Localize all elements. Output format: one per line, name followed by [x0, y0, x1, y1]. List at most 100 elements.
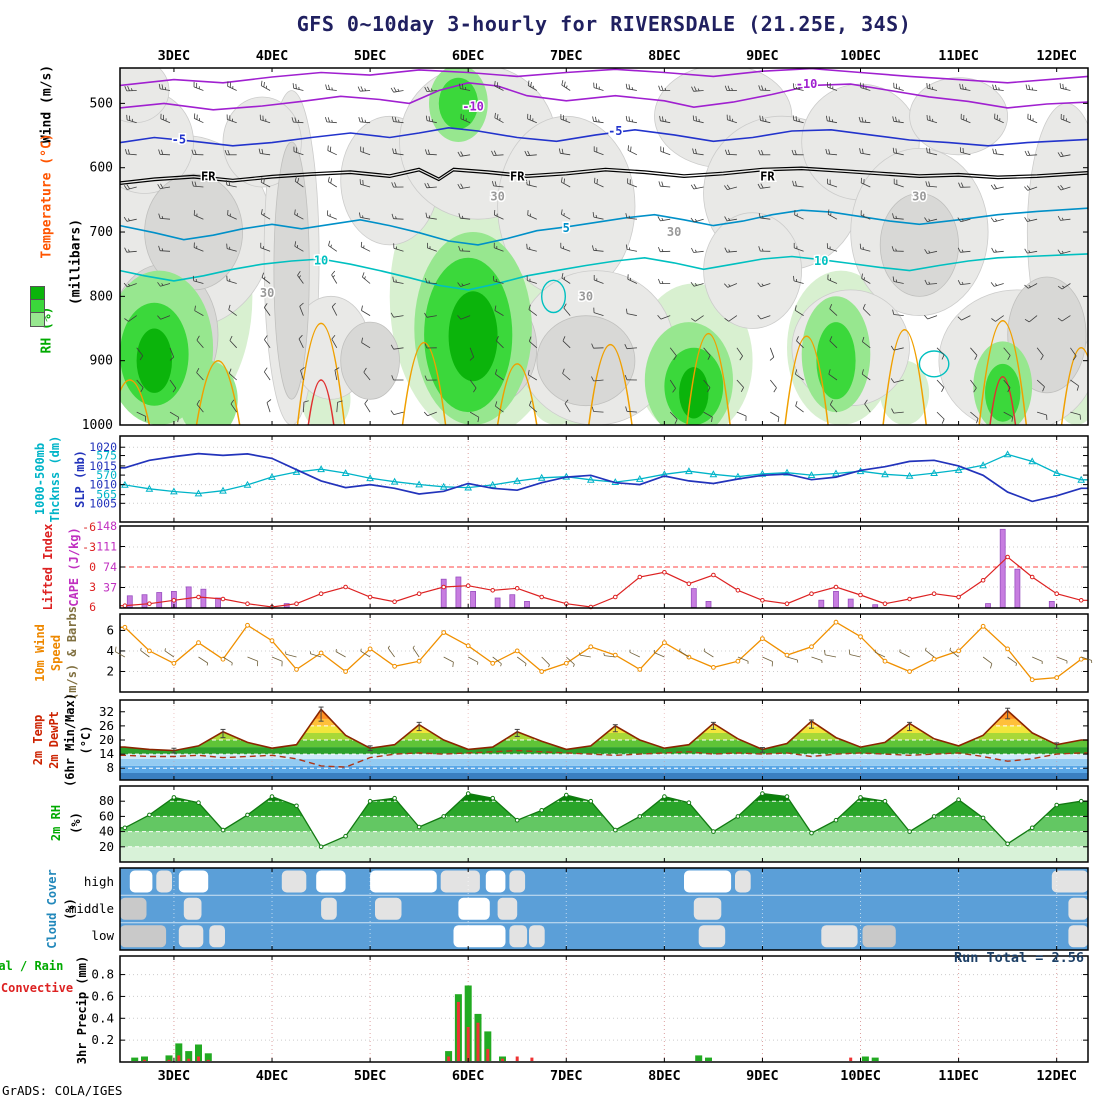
svg-text:8DEC: 8DEC [648, 48, 681, 64]
panel-slp-thickness: 1020 1015 1010 1005 575 570 565 [89, 435, 1089, 523]
axis-label: (6hr Min/Max) [63, 693, 77, 787]
svg-text:10: 10 [814, 254, 828, 268]
svg-text:0.6: 0.6 [91, 988, 114, 1003]
axis-label: (m/s) & Barbs [65, 606, 79, 700]
svg-text:10DEC: 10DEC [840, 48, 881, 64]
svg-text:30: 30 [490, 190, 504, 204]
svg-text:high: high [84, 874, 114, 889]
svg-text:10: 10 [314, 253, 328, 267]
svg-text:3DEC: 3DEC [158, 48, 191, 64]
svg-text:9DEC: 9DEC [746, 48, 779, 64]
svg-text:0.8: 0.8 [91, 967, 114, 982]
svg-text:30: 30 [260, 286, 274, 300]
wind-barbs-upper [123, 80, 1081, 424]
svg-text:1010: 1010 [89, 478, 117, 492]
grads-credit: GrADS: COLA/IGES [2, 1083, 123, 1098]
axis-label: 1000-500mb [33, 442, 47, 516]
svg-text:4DEC: 4DEC [256, 48, 289, 64]
svg-text:60: 60 [99, 808, 114, 823]
svg-text:26: 26 [99, 718, 114, 733]
axis-label: 10m Wind [33, 624, 47, 682]
axis-label: Wind (m/s) [39, 64, 55, 144]
svg-text:111: 111 [96, 540, 117, 554]
panel-pressure-level [120, 68, 1088, 425]
svg-text:3: 3 [89, 580, 96, 594]
svg-text:11DEC: 11DEC [938, 1068, 979, 1084]
svg-text:575: 575 [96, 449, 117, 463]
svg-text:1005: 1005 [89, 496, 117, 510]
svg-text:-10: -10 [796, 77, 818, 91]
axis-label: Temperature (°C) [39, 133, 55, 259]
axis-label: (millibars) [68, 218, 84, 306]
svg-text:6DEC: 6DEC [452, 1068, 485, 1084]
svg-text:6: 6 [106, 622, 114, 637]
svg-text:0.4: 0.4 [91, 1010, 114, 1025]
svg-text:32: 32 [99, 704, 114, 719]
svg-text:570: 570 [96, 468, 117, 482]
svg-text:7DEC: 7DEC [550, 1068, 583, 1084]
svg-text:30: 30 [912, 190, 926, 204]
svg-text:12DEC: 12DEC [1036, 1068, 1077, 1084]
svg-text:20: 20 [99, 732, 114, 747]
svg-text:5DEC: 5DEC [354, 48, 387, 64]
svg-text:600: 600 [90, 161, 113, 176]
svg-text:900: 900 [90, 354, 113, 369]
panel-wind10m: 6 4 2 [106, 613, 1089, 693]
svg-text:6: 6 [89, 600, 96, 614]
axis-label: 2m DewPt [47, 711, 61, 769]
axis-label: 3hr Precip (mm) [75, 955, 89, 1065]
axis-label: (%) [69, 812, 83, 834]
svg-text:565: 565 [96, 488, 117, 502]
svg-text:148: 148 [96, 519, 117, 533]
axis-label: Convective [0, 981, 74, 995]
svg-text:1015: 1015 [89, 459, 117, 473]
svg-text:37: 37 [103, 581, 117, 595]
svg-text:0.2: 0.2 [91, 1032, 114, 1047]
axis-label: SLP (mb) [73, 450, 87, 508]
date-labels: 3DEC 3DEC 4DEC 4DEC 5DEC 5DEC 6DEC 6DEC 7DEC 7DEC… [158, 48, 1077, 1084]
axis-label: (%) [63, 898, 77, 920]
axis-label: Lifted Index [41, 523, 55, 611]
axis-label: 2m RH [49, 804, 63, 842]
svg-text:-6: -6 [82, 520, 96, 534]
svg-text:800: 800 [90, 289, 113, 304]
panel-cape-li: 148 111 74 37 -6 -3 0 3 6 [82, 519, 1089, 614]
axis-label: 2m Temp [31, 714, 45, 766]
svg-text:11DEC: 11DEC [938, 48, 979, 64]
svg-text:700: 700 [90, 225, 113, 240]
svg-text:-10: -10 [462, 100, 484, 114]
svg-text:3DEC: 3DEC [158, 1068, 191, 1084]
axis-label: Cloud Cover [45, 869, 59, 949]
svg-text:30: 30 [667, 225, 681, 239]
svg-text:1000: 1000 [82, 418, 113, 433]
svg-text:5DEC: 5DEC [354, 1068, 387, 1084]
svg-text:4: 4 [106, 643, 114, 658]
svg-text:FR: FR [201, 170, 216, 184]
panel-precip: 0.8 0.6 0.4 0.2 [91, 955, 1089, 1063]
chart-title: GFS 0~10day 3-hourly for RIVERSDALE (21.… [296, 12, 912, 36]
panel-cloud: high middle low [69, 867, 1089, 951]
svg-text:8: 8 [106, 760, 114, 775]
axis-label: Thcknss (dm) [48, 435, 62, 523]
svg-text:FR: FR [510, 170, 525, 184]
run-total-label: Run Total = 2.56 [953, 950, 1084, 966]
svg-text:74: 74 [103, 560, 117, 574]
axis-label: CAPE (J/kg) [67, 527, 81, 607]
svg-text:low: low [91, 928, 114, 943]
svg-text:-3: -3 [82, 540, 96, 554]
svg-text:6DEC: 6DEC [452, 48, 485, 64]
svg-text:40: 40 [99, 824, 114, 839]
svg-text:12DEC: 12DEC [1036, 48, 1077, 64]
panel1-axes: 500 600 700 800 900 1000 [82, 67, 1089, 433]
svg-text:5: 5 [563, 221, 570, 235]
svg-text:9DEC: 9DEC [746, 1068, 779, 1084]
svg-text:2: 2 [106, 663, 114, 678]
contour-labels: -10 -10 -5 -5 5 10 10 30 30 30 30 30 FR FR FR [170, 76, 928, 305]
wind-barbs-10m [114, 645, 1093, 669]
svg-text:10DEC: 10DEC [840, 1068, 881, 1084]
svg-text:30: 30 [579, 289, 593, 303]
svg-text:FR: FR [760, 170, 775, 184]
